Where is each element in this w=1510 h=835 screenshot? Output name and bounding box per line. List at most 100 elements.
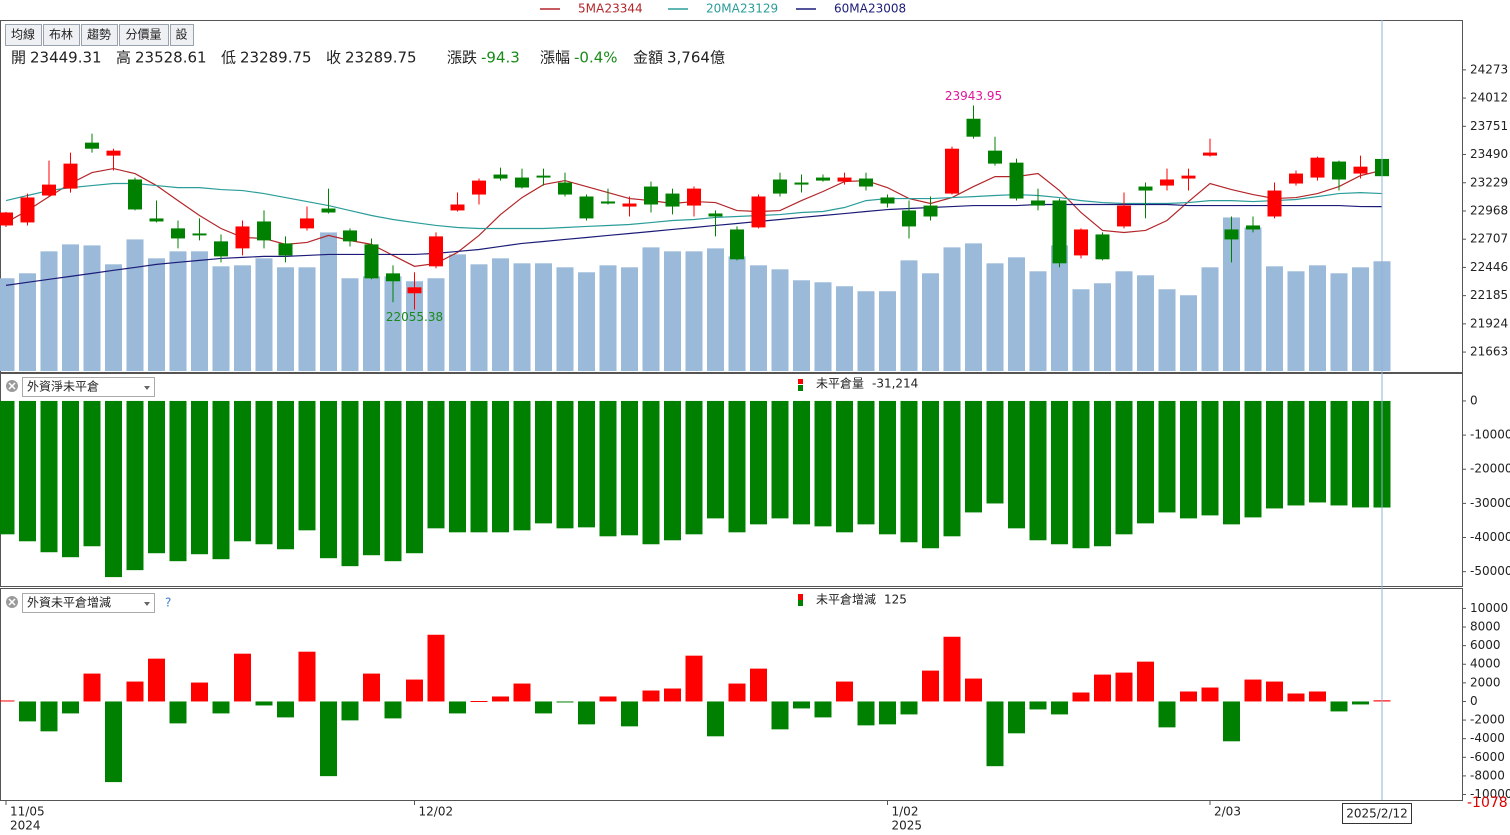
volume-bar xyxy=(836,286,853,371)
bar xyxy=(685,400,703,535)
toolbar-button-label: 布林 xyxy=(49,28,73,42)
dropdown-arrow xyxy=(144,386,150,390)
bar xyxy=(513,683,531,702)
info-value: 3,764億 xyxy=(667,49,725,67)
candle-body xyxy=(515,177,529,188)
bar xyxy=(857,701,875,726)
volume-bar xyxy=(212,266,230,371)
bar xyxy=(728,683,746,702)
selector[interactable] xyxy=(22,593,155,613)
candle-body xyxy=(407,287,422,294)
candle-body xyxy=(321,208,336,213)
bar xyxy=(943,636,961,702)
bar xyxy=(1072,400,1090,549)
bar xyxy=(1051,701,1068,715)
volume-bar xyxy=(578,272,595,371)
toolbar-button[interactable] xyxy=(170,24,194,46)
bar xyxy=(234,400,251,542)
bar xyxy=(384,400,402,562)
candle-body xyxy=(622,203,637,207)
bar xyxy=(298,651,316,702)
bar xyxy=(1158,400,1176,513)
volume-bar xyxy=(298,267,316,371)
bar xyxy=(212,701,230,714)
bar xyxy=(1352,701,1369,705)
x-tick-label: 12/02 xyxy=(419,805,454,819)
bar xyxy=(191,400,208,555)
bar xyxy=(40,701,58,732)
y-tick-label: -2000 xyxy=(1470,713,1505,727)
high-label: 23943.95 xyxy=(945,89,1002,103)
y-tick-label: 21924 xyxy=(1470,316,1508,330)
candle-body xyxy=(472,180,486,195)
bar xyxy=(0,400,15,535)
volume-bar xyxy=(1266,266,1283,371)
toolbar-button[interactable] xyxy=(5,24,42,46)
candle-body xyxy=(1289,173,1303,184)
bar xyxy=(1180,400,1197,519)
bar xyxy=(814,701,832,718)
toolbar-button[interactable] xyxy=(81,24,118,46)
volume-bar xyxy=(621,267,638,371)
bar xyxy=(1008,701,1025,734)
help-icon[interactable]: ? xyxy=(165,596,171,610)
candle-body xyxy=(773,179,787,194)
legend-value: 23129 xyxy=(740,2,778,16)
info-label: 收 xyxy=(326,49,341,67)
bar xyxy=(1115,400,1133,535)
info-value: -0.4% xyxy=(574,49,618,67)
ma-line xyxy=(5,203,1383,286)
y-tick-label: 22446 xyxy=(1470,260,1508,274)
bar xyxy=(83,400,101,547)
volume-bar xyxy=(535,263,552,371)
volume-bar xyxy=(814,282,832,371)
x-sub-label: 2025 xyxy=(892,819,923,833)
volume-layer xyxy=(0,217,1391,783)
bar xyxy=(255,400,273,545)
candle-body xyxy=(85,142,99,149)
volume-bar xyxy=(449,254,466,371)
y-tick-label: -8000 xyxy=(1470,768,1505,782)
bar xyxy=(793,400,810,525)
candle-body xyxy=(364,244,379,279)
volume-bar xyxy=(234,265,251,371)
volume-bar xyxy=(277,267,294,371)
bar xyxy=(599,400,617,537)
volume-bar xyxy=(105,264,122,371)
bar xyxy=(1244,400,1262,518)
bar xyxy=(556,400,574,529)
candle-body xyxy=(988,150,1002,164)
volume-bar xyxy=(879,291,896,371)
bar xyxy=(556,701,574,703)
y-tick-label: 0 xyxy=(1470,393,1478,407)
volume-bar xyxy=(900,260,918,371)
low-label: 22055.38 xyxy=(386,310,443,324)
candle-body xyxy=(1138,186,1153,191)
bar xyxy=(1223,400,1240,525)
y-tick-label: -20000 xyxy=(1470,462,1510,476)
legend-value: 23008 xyxy=(868,2,906,16)
volume-bar xyxy=(191,251,208,371)
toolbar-button[interactable] xyxy=(43,24,80,46)
candle-body xyxy=(1224,229,1239,240)
volume-bar xyxy=(750,265,767,371)
toolbar-button[interactable] xyxy=(119,24,169,46)
bar xyxy=(427,634,445,702)
y-tick-label: 24012 xyxy=(1470,91,1508,105)
toolbar-button-label: 均線 xyxy=(11,27,35,42)
candle-body xyxy=(708,213,723,217)
volume-bar xyxy=(556,267,574,371)
info-label: 開 xyxy=(11,49,26,67)
selector[interactable] xyxy=(22,377,155,397)
volume-bar xyxy=(793,280,810,371)
bar xyxy=(750,668,767,702)
candle-body xyxy=(1332,161,1346,180)
bar xyxy=(836,400,853,533)
bar xyxy=(535,701,552,714)
toolbar-button-label: 分價量 xyxy=(125,28,161,42)
candle-body xyxy=(1031,200,1045,206)
bar xyxy=(40,400,58,553)
legend-label: 20MA xyxy=(706,2,741,16)
legend-icon-up xyxy=(798,594,803,600)
bar xyxy=(406,400,423,554)
